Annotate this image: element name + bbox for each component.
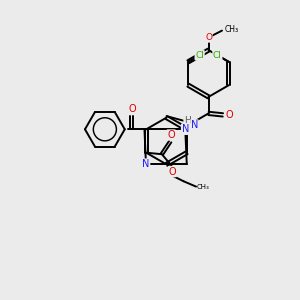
Text: H: H [184, 116, 190, 124]
Text: O: O [169, 167, 176, 177]
Text: N: N [182, 124, 189, 134]
Text: O: O [205, 33, 212, 42]
Text: CH₃: CH₃ [197, 184, 210, 190]
Text: O: O [167, 130, 175, 140]
Text: O: O [128, 104, 136, 114]
Text: N: N [142, 159, 150, 169]
Text: O: O [226, 110, 233, 120]
Text: CH₃: CH₃ [224, 25, 239, 34]
Text: Cl: Cl [195, 51, 204, 60]
Text: Cl: Cl [213, 51, 222, 60]
Text: N: N [191, 120, 198, 130]
